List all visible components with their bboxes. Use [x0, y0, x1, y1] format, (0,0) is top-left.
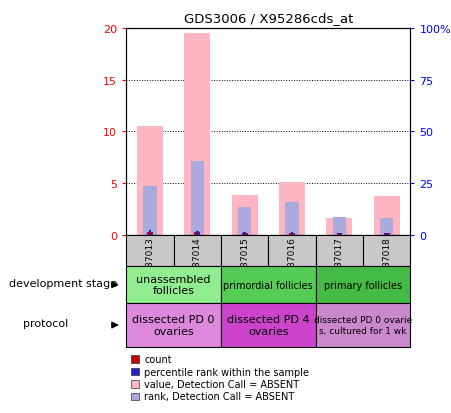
Bar: [194, 233, 200, 235]
Bar: [316, 235, 363, 266]
Text: primordial follicles: primordial follicles: [223, 280, 313, 290]
Bar: [385, 233, 388, 235]
Text: dissected PD 4
ovaries: dissected PD 4 ovaries: [227, 314, 309, 336]
Bar: [243, 233, 246, 235]
Bar: [126, 304, 221, 347]
Bar: [363, 235, 410, 266]
Bar: [196, 231, 199, 235]
Text: unassembled
follicles: unassembled follicles: [136, 274, 211, 296]
Bar: [191, 162, 204, 235]
Bar: [184, 34, 210, 235]
Bar: [384, 234, 390, 235]
Bar: [316, 266, 410, 304]
Text: rank, Detection Call = ABSENT: rank, Detection Call = ABSENT: [144, 392, 295, 401]
Text: dissected PD 0
ovaries: dissected PD 0 ovaries: [133, 314, 215, 336]
Bar: [143, 187, 156, 235]
Bar: [147, 233, 153, 235]
Text: GSM237016: GSM237016: [288, 237, 296, 292]
Bar: [221, 235, 268, 266]
Bar: [126, 235, 174, 266]
Bar: [242, 234, 248, 235]
Bar: [338, 233, 341, 235]
Bar: [232, 195, 258, 235]
Text: percentile rank within the sample: percentile rank within the sample: [144, 367, 309, 377]
Text: GSM237014: GSM237014: [193, 237, 202, 292]
Bar: [316, 304, 410, 347]
Text: GSM237017: GSM237017: [335, 237, 344, 292]
Text: GSM237013: GSM237013: [146, 237, 154, 292]
Text: GSM237018: GSM237018: [382, 237, 391, 292]
Bar: [221, 304, 316, 347]
Title: GDS3006 / X95286cds_at: GDS3006 / X95286cds_at: [184, 12, 353, 25]
Bar: [333, 218, 346, 235]
Bar: [126, 266, 221, 304]
Bar: [289, 234, 295, 235]
Text: protocol: protocol: [23, 318, 68, 328]
Bar: [174, 235, 221, 266]
Bar: [148, 231, 152, 235]
Bar: [336, 234, 342, 235]
Bar: [374, 196, 400, 235]
Text: count: count: [144, 354, 172, 364]
Text: value, Detection Call = ABSENT: value, Detection Call = ABSENT: [144, 379, 299, 389]
Bar: [285, 202, 299, 235]
Bar: [380, 219, 393, 235]
Bar: [137, 127, 163, 235]
Bar: [327, 219, 352, 235]
Bar: [268, 235, 316, 266]
Text: development stage: development stage: [9, 278, 117, 288]
Bar: [238, 207, 251, 235]
Text: GSM237015: GSM237015: [240, 237, 249, 292]
Bar: [290, 232, 294, 235]
Text: primary follicles: primary follicles: [324, 280, 402, 290]
Bar: [221, 266, 316, 304]
Text: dissected PD 0 ovarie
s, cultured for 1 wk: dissected PD 0 ovarie s, cultured for 1 …: [314, 316, 412, 335]
Bar: [279, 183, 305, 235]
